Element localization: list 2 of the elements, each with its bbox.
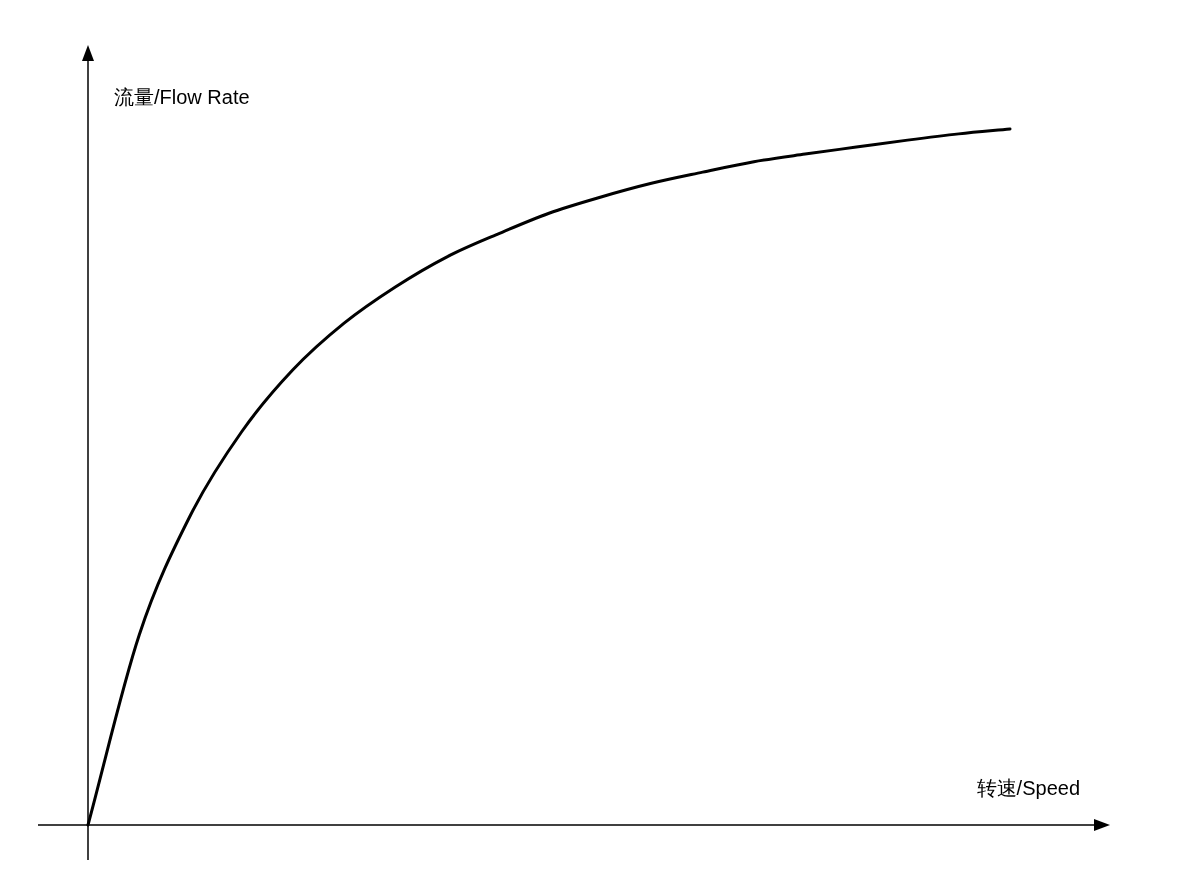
x-axis-title: 转速/Speed [976,777,1080,799]
y-axis-title: 流量/Flow Rate [114,86,250,108]
